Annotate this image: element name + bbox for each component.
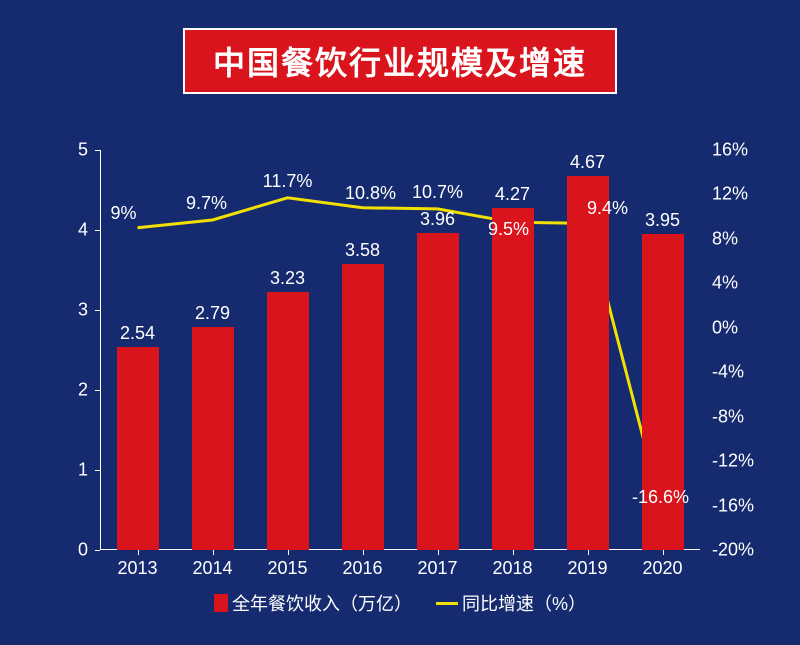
y-left-tick: 4 — [78, 220, 88, 241]
x-tick-label: 2020 — [642, 558, 682, 579]
x-tick-mark — [213, 550, 214, 555]
y-right-tick: 0% — [712, 317, 738, 338]
growth-point-label: 9.5% — [488, 219, 529, 240]
legend-item: 全年餐饮收入（万亿） — [214, 590, 412, 616]
x-tick-mark — [663, 550, 664, 555]
revenue-bar — [267, 292, 309, 550]
revenue-bar-label: 3.23 — [270, 268, 305, 289]
y-right-tick: 4% — [712, 273, 738, 294]
y-right-tick: -20% — [712, 540, 754, 561]
y-right-tick: -8% — [712, 406, 744, 427]
x-tick-mark — [513, 550, 514, 555]
x-tick-label: 2013 — [117, 558, 157, 579]
x-tick-mark — [363, 550, 364, 555]
y-left-tick: 2 — [78, 380, 88, 401]
revenue-bar-label: 2.54 — [120, 323, 155, 344]
revenue-bar — [567, 176, 609, 550]
revenue-bar — [117, 347, 159, 550]
y-left-tick-mark — [95, 230, 100, 231]
y-right-tick: 12% — [712, 184, 748, 205]
revenue-bar — [492, 208, 534, 550]
y-left-tick: 5 — [78, 140, 88, 161]
legend: 全年餐饮收入（万亿） 同比增速（%） — [214, 590, 586, 616]
revenue-bar-label: 3.95 — [645, 210, 680, 231]
revenue-bar-label: 3.58 — [345, 240, 380, 261]
growth-point-label: 11.7% — [263, 171, 313, 192]
legend-swatch-line-icon — [436, 602, 458, 605]
legend-item: 同比增速（%） — [436, 590, 586, 616]
x-tick-label: 2019 — [567, 558, 607, 579]
x-tick-mark — [438, 550, 439, 555]
x-tick-mark — [588, 550, 589, 555]
chart-title: 中国餐饮行业规模及增速 — [183, 28, 617, 94]
x-tick-label: 2016 — [342, 558, 382, 579]
growth-point-label: 9% — [110, 203, 136, 224]
revenue-bar-label: 4.27 — [495, 184, 530, 205]
y-left-tick: 3 — [78, 300, 88, 321]
x-tick-label: 2018 — [492, 558, 532, 579]
growth-point-label: 10.8% — [345, 183, 396, 204]
y-right-tick: 16% — [712, 140, 748, 161]
revenue-bar — [342, 264, 384, 550]
y-left-tick-mark — [95, 470, 100, 471]
y-right-tick: 8% — [712, 228, 738, 249]
legend-label: 全年餐饮收入（万亿） — [232, 590, 412, 616]
chart-canvas: 中国餐饮行业规模及增速 012345-20%-16%-12%-8%-4%0%4%… — [0, 0, 800, 645]
x-tick-label: 2015 — [267, 558, 307, 579]
growth-point-label: -16.6% — [632, 487, 689, 508]
x-tick-label: 2014 — [192, 558, 232, 579]
x-tick-mark — [288, 550, 289, 555]
plot-area: 012345-20%-16%-12%-8%-4%0%4%8%12%16%2013… — [100, 150, 700, 550]
y-right-tick: -12% — [712, 451, 754, 472]
y-left-tick: 1 — [78, 460, 88, 481]
revenue-bar — [417, 233, 459, 550]
y-left-tick-mark — [95, 150, 100, 151]
y-left-tick-mark — [95, 310, 100, 311]
y-left-tick: 0 — [78, 540, 88, 561]
revenue-bar-label: 2.79 — [195, 303, 230, 324]
revenue-bar — [192, 327, 234, 550]
y-right-tick: -4% — [712, 362, 744, 383]
growth-point-label: 9.7% — [186, 193, 227, 214]
growth-point-label: 10.7% — [412, 182, 463, 203]
y-left-tick-mark — [95, 550, 100, 551]
growth-point-label: 9.4% — [587, 198, 628, 219]
legend-label: 同比增速（%） — [462, 590, 586, 616]
revenue-bar-label: 4.67 — [570, 152, 605, 173]
revenue-bar-label: 3.96 — [420, 209, 455, 230]
x-tick-label: 2017 — [417, 558, 457, 579]
y-right-tick: -16% — [712, 495, 754, 516]
y-left-tick-mark — [95, 390, 100, 391]
legend-swatch-bar-icon — [214, 594, 228, 612]
x-tick-mark — [138, 550, 139, 555]
